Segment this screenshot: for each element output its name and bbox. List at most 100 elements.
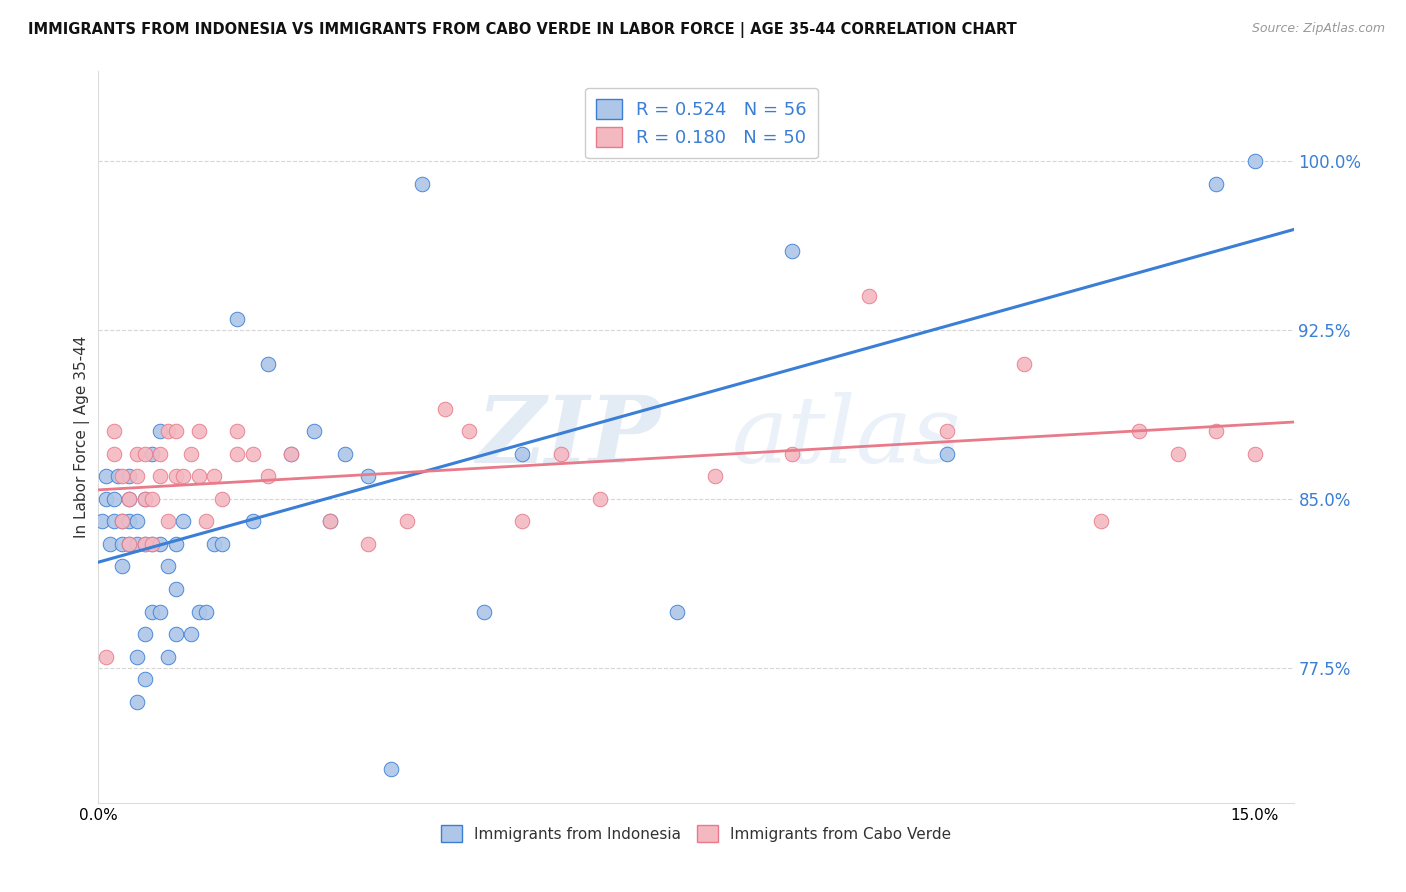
Text: Source: ZipAtlas.com: Source: ZipAtlas.com xyxy=(1251,22,1385,36)
Point xyxy=(1205,425,1227,439)
Text: IMMIGRANTS FROM INDONESIA VS IMMIGRANTS FROM CABO VERDE IN LABOR FORCE | AGE 35-: IMMIGRANTS FROM INDONESIA VS IMMIGRANTS … xyxy=(28,22,1017,38)
Point xyxy=(141,605,163,619)
Point xyxy=(141,537,163,551)
Point xyxy=(141,537,163,551)
Point xyxy=(457,425,479,439)
Point xyxy=(704,469,727,483)
Point xyxy=(180,627,202,641)
Point xyxy=(125,515,148,529)
Point xyxy=(1167,447,1189,461)
Point xyxy=(304,425,326,439)
Point xyxy=(1205,177,1227,191)
Point xyxy=(434,401,457,416)
Point xyxy=(226,447,249,461)
Point xyxy=(172,515,194,529)
Point xyxy=(125,469,148,483)
Point xyxy=(149,425,172,439)
Point xyxy=(98,537,121,551)
Point xyxy=(134,447,156,461)
Point xyxy=(242,515,264,529)
Point xyxy=(156,649,179,664)
Point xyxy=(118,537,141,551)
Point xyxy=(118,491,141,506)
Point xyxy=(94,469,117,483)
Point xyxy=(110,515,132,529)
Point xyxy=(257,357,280,371)
Point xyxy=(512,515,534,529)
Point xyxy=(156,515,179,529)
Point xyxy=(935,447,957,461)
Point xyxy=(134,537,156,551)
Point xyxy=(257,469,280,483)
Point xyxy=(1012,357,1035,371)
Point xyxy=(156,425,179,439)
Point xyxy=(226,425,249,439)
Point xyxy=(125,537,148,551)
Point xyxy=(118,469,141,483)
Point xyxy=(211,537,233,551)
Point xyxy=(211,491,233,506)
Point xyxy=(118,491,141,506)
Point xyxy=(156,559,179,574)
Point xyxy=(118,537,141,551)
Point xyxy=(110,559,132,574)
Point xyxy=(380,762,402,776)
Point xyxy=(125,694,148,708)
Point xyxy=(357,537,380,551)
Point xyxy=(94,649,117,664)
Point xyxy=(180,447,202,461)
Text: ZIP: ZIP xyxy=(475,392,661,482)
Point xyxy=(319,515,342,529)
Point xyxy=(149,469,172,483)
Point xyxy=(782,447,804,461)
Point xyxy=(134,627,156,641)
Y-axis label: In Labor Force | Age 35-44: In Labor Force | Age 35-44 xyxy=(75,336,90,538)
Point xyxy=(195,515,218,529)
Point xyxy=(94,491,117,506)
Point xyxy=(141,447,163,461)
Point xyxy=(134,491,156,506)
Point xyxy=(110,515,132,529)
Point xyxy=(395,515,418,529)
Point xyxy=(172,469,194,483)
Point xyxy=(588,491,610,506)
Point xyxy=(1244,447,1267,461)
Point xyxy=(280,447,302,461)
Point xyxy=(858,289,880,303)
Point xyxy=(134,491,156,506)
Point xyxy=(134,537,156,551)
Point xyxy=(187,425,209,439)
Point xyxy=(149,537,172,551)
Point xyxy=(550,447,572,461)
Point xyxy=(512,447,534,461)
Point xyxy=(226,312,249,326)
Legend: Immigrants from Indonesia, Immigrants from Cabo Verde: Immigrants from Indonesia, Immigrants fr… xyxy=(433,817,959,850)
Point xyxy=(165,582,187,596)
Point xyxy=(280,447,302,461)
Point xyxy=(1090,515,1112,529)
Point xyxy=(165,537,187,551)
Point xyxy=(103,447,125,461)
Point xyxy=(195,605,218,619)
Point xyxy=(187,469,209,483)
Point xyxy=(202,469,225,483)
Point xyxy=(357,469,380,483)
Point xyxy=(165,425,187,439)
Point xyxy=(165,627,187,641)
Point xyxy=(149,605,172,619)
Point xyxy=(1128,425,1150,439)
Point xyxy=(125,447,148,461)
Point xyxy=(134,672,156,686)
Point xyxy=(319,515,342,529)
Point xyxy=(110,469,132,483)
Point xyxy=(411,177,433,191)
Point xyxy=(472,605,495,619)
Point xyxy=(187,605,209,619)
Point xyxy=(110,537,132,551)
Point xyxy=(125,649,148,664)
Text: atlas: atlas xyxy=(733,392,962,482)
Point xyxy=(149,447,172,461)
Point xyxy=(782,244,804,259)
Point xyxy=(103,425,125,439)
Point xyxy=(242,447,264,461)
